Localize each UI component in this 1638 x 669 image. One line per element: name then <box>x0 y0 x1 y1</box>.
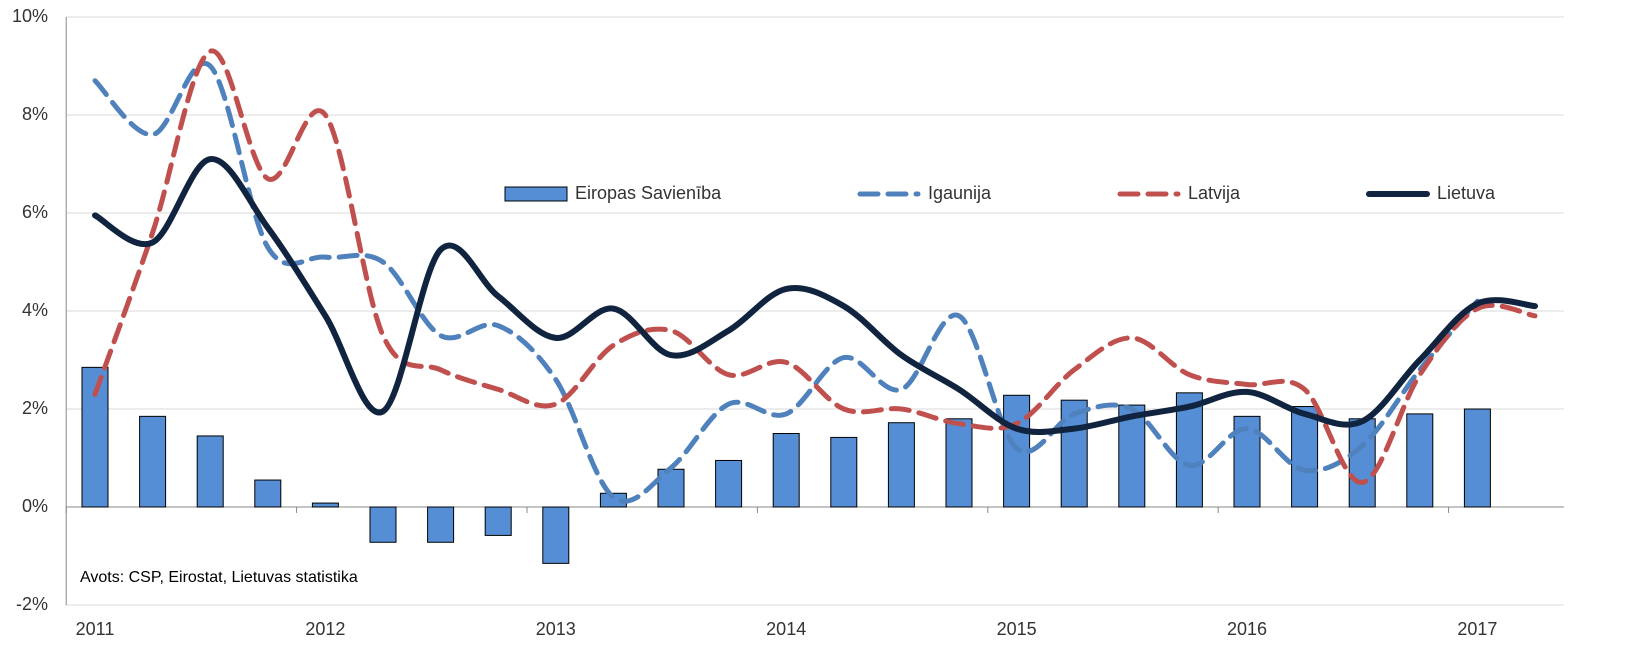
y-tick-label: 0% <box>22 496 48 516</box>
source-note: Avots: CSP, Eirostat, Lietuvas statistik… <box>80 569 358 586</box>
y-tick-label: 8% <box>22 104 48 124</box>
bar <box>139 415 167 508</box>
bar <box>1406 413 1434 508</box>
line <box>92 60 1480 504</box>
bar <box>484 506 512 536</box>
x-tick-label: 2014 <box>766 619 806 639</box>
legend-label: Lietuva <box>1437 183 1496 203</box>
x-tick-label: 2017 <box>1457 619 1497 639</box>
bar <box>715 459 743 508</box>
bar <box>887 422 915 508</box>
line <box>92 156 1538 436</box>
bar <box>1348 418 1376 508</box>
bar <box>254 479 282 508</box>
y-tick-label: 4% <box>22 300 48 320</box>
legend-label: Igaunija <box>928 183 992 203</box>
bar <box>1463 408 1491 508</box>
y-tick-label: 10% <box>12 6 48 26</box>
bar <box>1291 406 1319 508</box>
line <box>92 48 1538 485</box>
bar <box>311 502 339 508</box>
x-tick-label: 2016 <box>1227 619 1267 639</box>
y-tick-label: 6% <box>22 202 48 222</box>
bar <box>1118 404 1146 508</box>
bar <box>542 506 570 564</box>
bar <box>830 436 858 508</box>
bar <box>772 433 800 508</box>
y-tick-label: 2% <box>22 398 48 418</box>
bar <box>657 468 685 508</box>
x-tick-label: 2011 <box>76 619 115 639</box>
bar <box>369 506 397 543</box>
legend-label: Eiropas Savienība <box>575 183 722 203</box>
bar <box>81 366 109 508</box>
legend-swatch <box>504 186 568 202</box>
bar <box>945 418 973 508</box>
y-tick-label: -2% <box>16 594 48 614</box>
bar <box>196 435 224 508</box>
x-tick-label: 2013 <box>536 619 576 639</box>
bar <box>1060 399 1088 508</box>
legend-label: Latvija <box>1188 183 1241 203</box>
bar <box>427 506 455 543</box>
x-tick-label: 2012 <box>305 619 345 639</box>
x-tick-label: 2015 <box>997 619 1037 639</box>
bar <box>1175 392 1203 508</box>
